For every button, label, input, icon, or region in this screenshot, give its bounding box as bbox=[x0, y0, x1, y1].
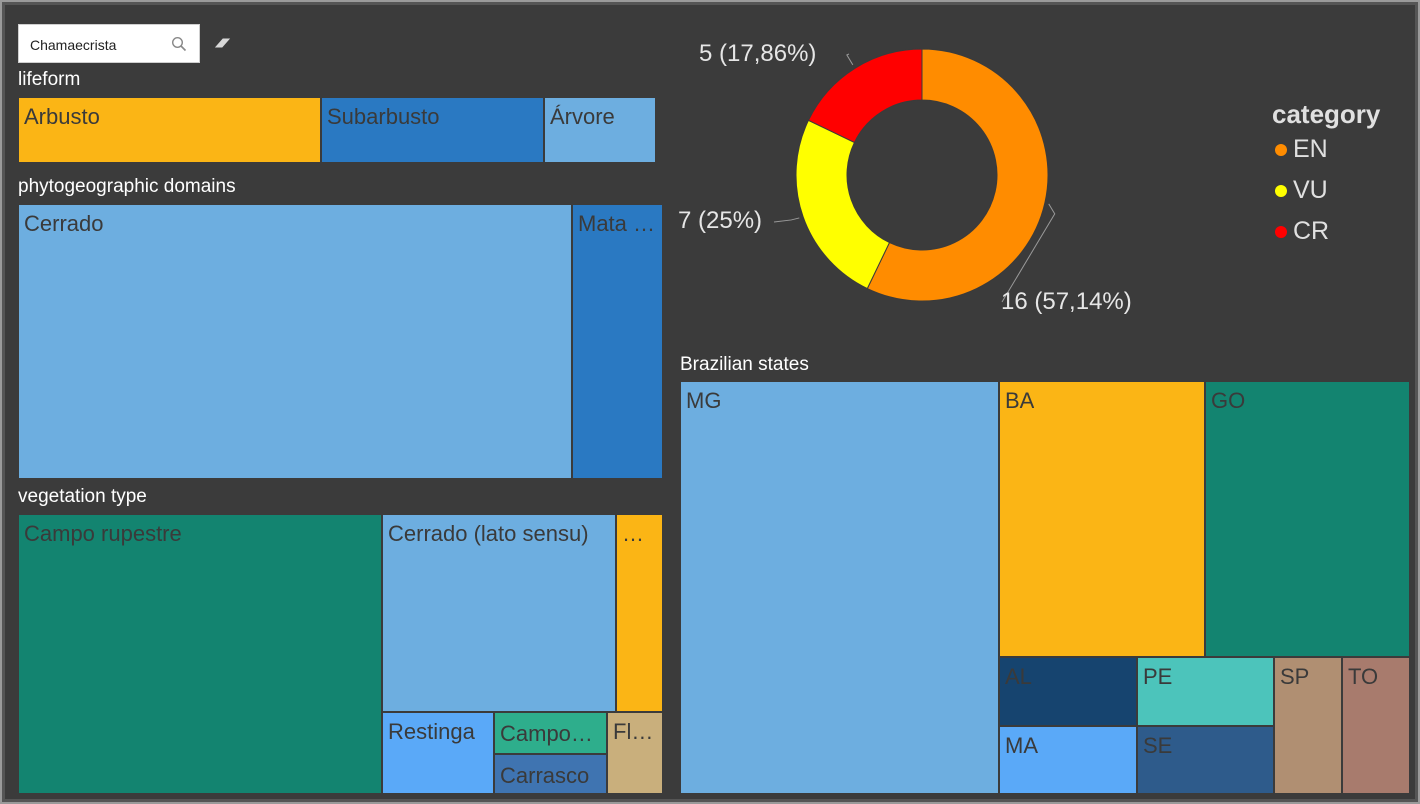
vegetation-tile[interactable]: Carrasco bbox=[494, 754, 607, 794]
tile-label: Campo… bbox=[500, 721, 593, 746]
state-tile[interactable]: MA bbox=[999, 726, 1137, 794]
vegetation-tile[interactable]: Campo… bbox=[494, 712, 607, 754]
donut-slice-en[interactable] bbox=[866, 48, 1049, 302]
donut-data-label-vu: 7 (25%) bbox=[678, 207, 763, 234]
tile-label: Cerrado bbox=[24, 211, 104, 236]
lifeform-tile[interactable]: Árvore bbox=[544, 97, 656, 163]
tile-label: Mata … bbox=[578, 211, 656, 236]
vegetation-tile[interactable]: Fl… bbox=[607, 712, 663, 794]
tile-label: MA bbox=[1005, 733, 1038, 758]
legend-marker bbox=[1275, 225, 1287, 238]
search-value: Chamaecrista bbox=[30, 37, 117, 53]
tile-label: … bbox=[622, 521, 644, 546]
legend-label: CR bbox=[1293, 217, 1330, 245]
state-tile[interactable]: MG bbox=[680, 381, 999, 794]
donut-data-label-en: 16 (57,14%) bbox=[1001, 288, 1132, 315]
tile-label: MG bbox=[686, 388, 722, 413]
eraser-icon[interactable] bbox=[212, 34, 234, 52]
tile-label: PE bbox=[1143, 664, 1173, 689]
donut-leader-line bbox=[773, 217, 800, 223]
tile-label: GO bbox=[1211, 388, 1246, 413]
tile-label: Restinga bbox=[388, 719, 475, 744]
legend-item-vu[interactable]: VU bbox=[1275, 176, 1328, 205]
tile-label: SP bbox=[1280, 664, 1310, 689]
states-title: Brazilian states bbox=[680, 354, 809, 375]
vegetation-tile[interactable]: Restinga bbox=[382, 712, 494, 794]
lifeform-tile[interactable]: Subarbusto bbox=[321, 97, 544, 163]
legend-item-cr[interactable]: CR bbox=[1275, 217, 1329, 246]
domain-tile[interactable]: Cerrado bbox=[18, 204, 572, 479]
tile-label: Carrasco bbox=[500, 763, 590, 788]
tile-label: AL bbox=[1005, 664, 1032, 689]
vegetation-title: vegetation type bbox=[18, 486, 147, 507]
donut-slice-cr[interactable] bbox=[807, 48, 923, 144]
tile-label: Fl… bbox=[613, 719, 654, 744]
tile-label: Cerrado (lato sensu) bbox=[388, 521, 589, 546]
vegetation-tile[interactable]: … bbox=[616, 514, 663, 712]
tile-label: BA bbox=[1005, 388, 1035, 413]
tile-label: Arbusto bbox=[24, 104, 100, 129]
vegetation-tile[interactable]: Cerrado (lato sensu) bbox=[382, 514, 616, 712]
state-tile[interactable]: SE bbox=[1137, 726, 1274, 794]
category-donut-chart bbox=[773, 48, 1056, 303]
search-input[interactable]: Chamaecrista bbox=[18, 24, 200, 63]
donut-slice-vu[interactable] bbox=[795, 119, 891, 290]
vegetation-tile[interactable]: Campo rupestre bbox=[18, 514, 382, 794]
tile-label: TO bbox=[1348, 664, 1379, 689]
state-tile[interactable]: TO bbox=[1342, 657, 1410, 794]
donut-leader-line bbox=[846, 53, 854, 66]
state-tile[interactable]: BA bbox=[999, 381, 1205, 657]
state-tile[interactable]: SP bbox=[1274, 657, 1342, 794]
legend-marker bbox=[1275, 184, 1287, 197]
state-tile[interactable]: PE bbox=[1137, 657, 1274, 726]
legend-label: EN bbox=[1293, 135, 1328, 163]
tile-label: SE bbox=[1143, 733, 1173, 758]
tile-label: Subarbusto bbox=[327, 104, 440, 129]
legend-label: VU bbox=[1293, 176, 1328, 204]
tile-label: Árvore bbox=[550, 104, 615, 129]
domains-title: phytogeographic domains bbox=[18, 176, 236, 197]
domain-tile[interactable]: Mata … bbox=[572, 204, 663, 479]
state-tile[interactable]: GO bbox=[1205, 381, 1410, 657]
lifeform-title: lifeform bbox=[18, 69, 81, 90]
search-icon[interactable] bbox=[171, 36, 187, 52]
legend-item-en[interactable]: EN bbox=[1275, 135, 1328, 164]
donut-leader-line bbox=[1001, 203, 1056, 303]
legend-title: category bbox=[1272, 99, 1381, 129]
donut-data-label-cr: 5 (17,86%) bbox=[699, 40, 817, 67]
lifeform-tile[interactable]: Arbusto bbox=[18, 97, 321, 163]
state-tile[interactable]: AL bbox=[999, 657, 1137, 726]
legend-marker bbox=[1275, 143, 1287, 156]
tile-label: Campo rupestre bbox=[24, 521, 182, 546]
